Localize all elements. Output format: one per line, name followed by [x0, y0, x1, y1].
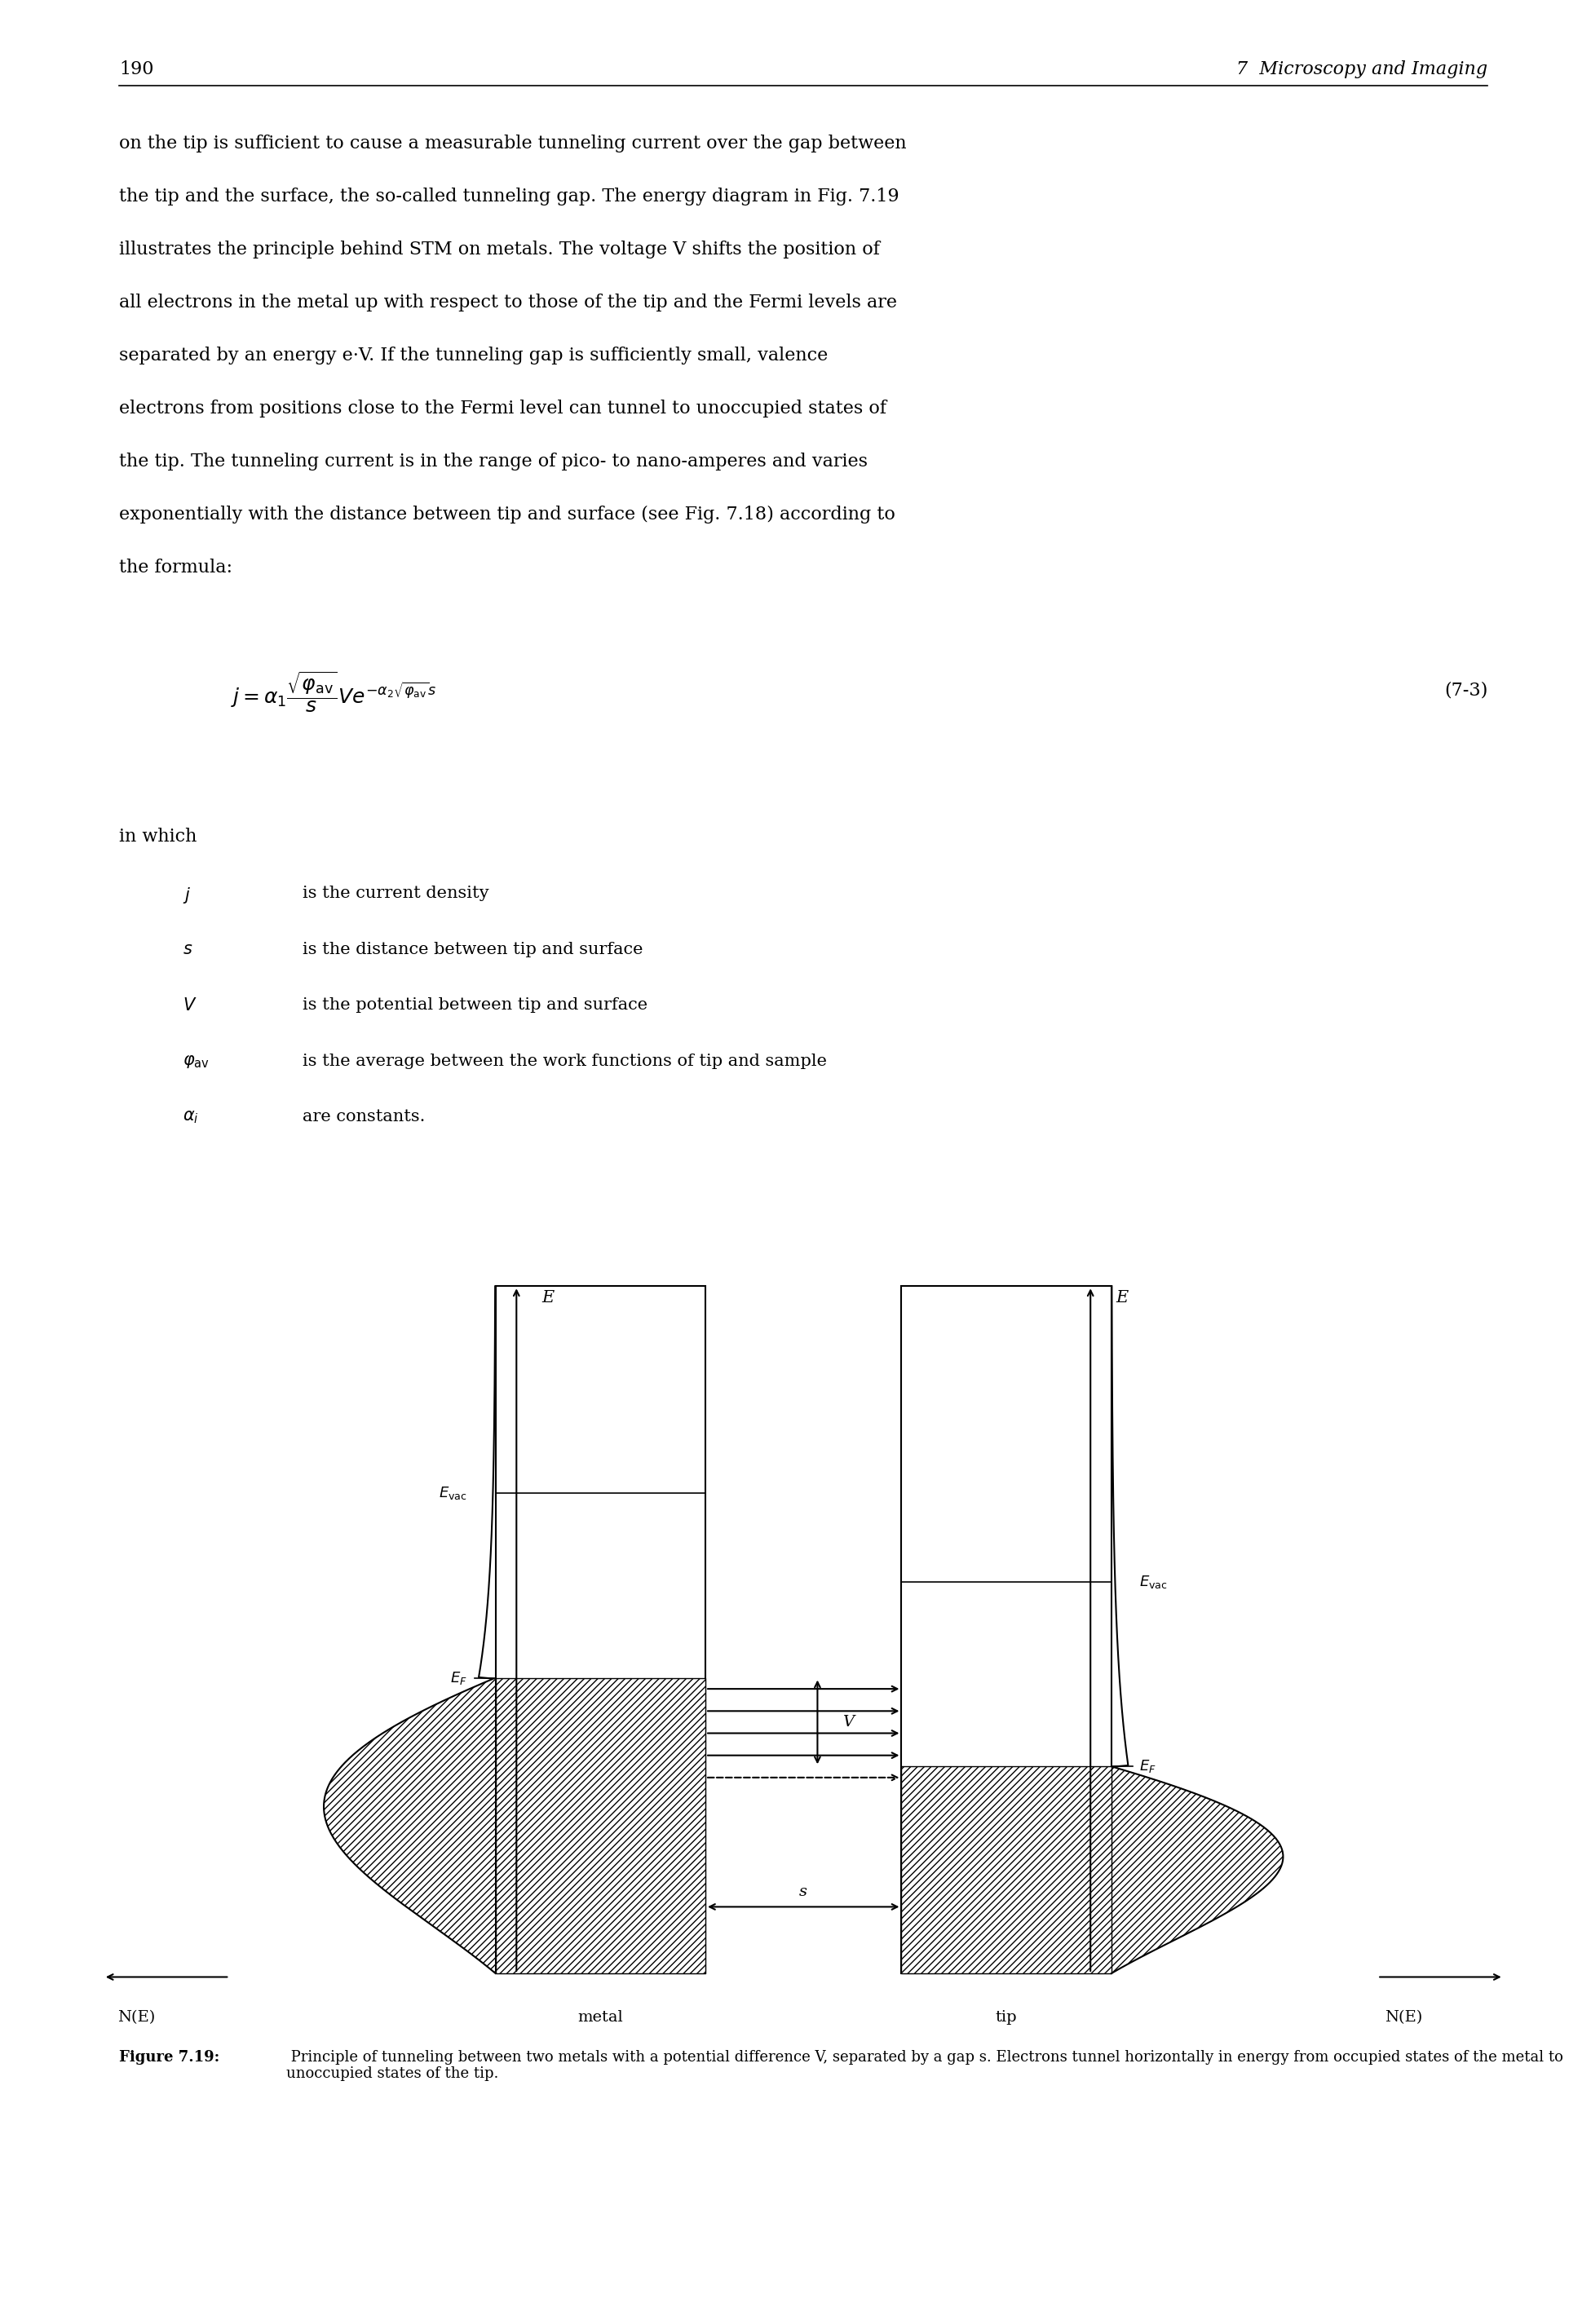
Text: is the potential between tip and surface: is the potential between tip and surface — [302, 997, 648, 1013]
Text: $j$: $j$ — [183, 885, 191, 906]
Text: metal: metal — [578, 2010, 624, 2024]
Text: s: s — [799, 1885, 808, 1899]
Polygon shape — [325, 1678, 495, 1973]
Text: electrons from positions close to the Fermi level can tunnel to unoccupied state: electrons from positions close to the Fe… — [119, 400, 886, 418]
Text: the tip and the surface, the so-called tunneling gap. The energy diagram in Fig.: the tip and the surface, the so-called t… — [119, 188, 899, 207]
Text: (7-3): (7-3) — [1445, 681, 1488, 700]
Text: $E_F$: $E_F$ — [450, 1669, 468, 1685]
Text: Principle of tunneling between two metals with a potential difference V, separat: Principle of tunneling between two metal… — [286, 2050, 1564, 2082]
Text: $E_{\mathrm{vac}}$: $E_{\mathrm{vac}}$ — [439, 1485, 468, 1501]
Text: $V$: $V$ — [183, 997, 197, 1013]
Text: N(E): N(E) — [1384, 2010, 1422, 2024]
Text: tip: tip — [996, 2010, 1017, 2024]
Text: $E_F$: $E_F$ — [1139, 1759, 1157, 1776]
Text: the formula:: the formula: — [119, 558, 232, 576]
Bar — [495, 1678, 705, 1973]
Text: on the tip is sufficient to cause a measurable tunneling current over the gap be: on the tip is sufficient to cause a meas… — [119, 135, 907, 153]
Text: 190: 190 — [119, 60, 154, 79]
Text: 7  Microscopy and Imaging: 7 Microscopy and Imaging — [1236, 60, 1488, 79]
Text: exponentially with the distance between tip and surface (see Fig. 7.18) accordin: exponentially with the distance between … — [119, 507, 896, 523]
Text: $j = \alpha_1 \dfrac{\sqrt{\varphi_{\mathrm{av}}}}{s} V e^{-\alpha_2 \sqrt{\varp: $j = \alpha_1 \dfrac{\sqrt{\varphi_{\mat… — [231, 669, 436, 713]
Bar — [495, 1285, 705, 1973]
Text: are constants.: are constants. — [302, 1109, 425, 1125]
Text: $\varphi_{\mathrm{av}}$: $\varphi_{\mathrm{av}}$ — [183, 1053, 210, 1069]
Text: all electrons in the metal up with respect to those of the tip and the Fermi lev: all electrons in the metal up with respe… — [119, 293, 897, 311]
Text: $\alpha_i$: $\alpha_i$ — [183, 1109, 199, 1125]
Bar — [902, 1285, 1112, 1973]
Text: $s$: $s$ — [183, 941, 193, 957]
Text: E: E — [541, 1290, 554, 1306]
Text: separated by an energy e·V. If the tunneling gap is sufficiently small, valence: separated by an energy e·V. If the tunne… — [119, 346, 829, 365]
Text: is the distance between tip and surface: is the distance between tip and surface — [302, 941, 643, 957]
Text: is the current density: is the current density — [302, 885, 488, 902]
Text: the tip. The tunneling current is in the range of pico- to nano-amperes and vari: the tip. The tunneling current is in the… — [119, 453, 869, 472]
Text: illustrates the principle behind STM on metals. The voltage V shifts the positio: illustrates the principle behind STM on … — [119, 242, 880, 258]
Text: in which: in which — [119, 827, 197, 846]
Text: N(E): N(E) — [118, 2010, 156, 2024]
Text: E: E — [1115, 1290, 1128, 1306]
Text: V: V — [843, 1715, 854, 1729]
Text: is the average between the work functions of tip and sample: is the average between the work function… — [302, 1053, 827, 1069]
Text: Figure 7.19:: Figure 7.19: — [119, 2050, 220, 2064]
Polygon shape — [1112, 1766, 1282, 1973]
Bar — [902, 1766, 1112, 1973]
Text: $E_{\mathrm{vac}}$: $E_{\mathrm{vac}}$ — [1139, 1573, 1168, 1590]
